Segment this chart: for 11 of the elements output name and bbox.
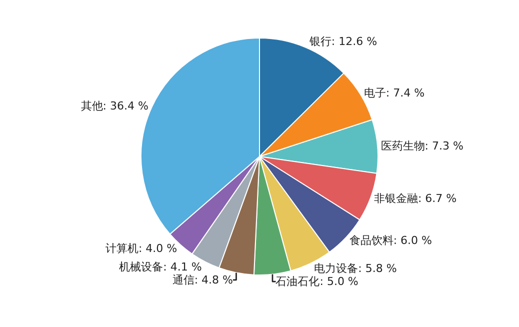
slice-label: 通信: 4.8 % xyxy=(172,273,233,286)
slice-label: 电子: 7.4 % xyxy=(364,86,425,100)
slice-label: 其他: 36.4 % xyxy=(80,100,148,113)
slice-label: 医药生物: 7.3 % xyxy=(380,140,464,153)
slice-label: 机械设备: 4.1 % xyxy=(119,260,202,274)
slice-label: 食品饮料: 6.0 % xyxy=(349,234,432,247)
slice-label: 银行: 12.6 % xyxy=(308,35,378,48)
slice-label: 电力设备: 5.8 % xyxy=(314,262,397,276)
slice-label: 非银金融: 6.7 % xyxy=(374,192,457,205)
slice-label: 计算机: 4.0 % xyxy=(105,242,178,255)
slice-label: 石油石化: 5.0 % xyxy=(276,275,358,288)
